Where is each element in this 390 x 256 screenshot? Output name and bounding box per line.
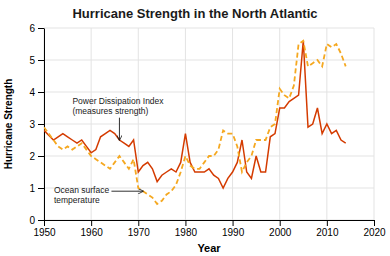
x-grid-line	[279, 28, 280, 220]
y-grid-line	[44, 60, 374, 61]
x-tick: 2010	[316, 220, 339, 238]
x-grid-line	[185, 28, 186, 220]
y-tick: 0	[29, 215, 44, 226]
x-tick-label: 1950	[33, 227, 56, 238]
annotation: Power Dissipation Index(measures strengt…	[72, 96, 164, 116]
y-tick-label: 2	[29, 151, 35, 162]
series-line	[44, 41, 346, 188]
x-tick-mark	[374, 220, 375, 226]
y-tick: 2	[29, 151, 44, 162]
y-tick: 5	[29, 55, 44, 66]
x-tick-label: 1980	[175, 227, 198, 238]
y-axis-line	[44, 29, 45, 221]
x-axis: 1950 1960 1970 1980 1990 2000 2010 2020	[33, 220, 386, 238]
y-tick-label: 3	[29, 119, 35, 130]
x-tick-mark	[185, 220, 186, 226]
grid	[44, 28, 374, 220]
x-tick-mark	[44, 220, 45, 226]
title: Hurricane Strength in the North Atlantic	[72, 6, 317, 21]
x-grid-line	[374, 28, 375, 220]
annotation-line: Power Dissipation Index	[72, 96, 164, 106]
y-tick-label: 6	[29, 23, 35, 34]
y-tick: 1	[29, 183, 44, 194]
y-tick-label: 1	[29, 183, 35, 194]
y-tick-label: 0	[29, 215, 35, 226]
lines	[44, 41, 346, 204]
x-tick-mark	[233, 220, 234, 226]
series-line	[44, 41, 346, 204]
y-axis: 0 1 2 3 4 5 6	[29, 23, 44, 226]
annotation-arrow	[119, 118, 120, 140]
annotation-line: Ocean surface	[54, 185, 110, 195]
y-tick-mark	[38, 60, 44, 61]
x-tick-label: 1990	[222, 227, 245, 238]
y-grid-line	[44, 92, 374, 93]
chart: 1950 1960 1970 1980 1990 2000 2010 2020 0 1 2 3 4 5 6 P…	[0, 0, 390, 256]
y-tick-mark	[38, 124, 44, 125]
annotations: Power Dissipation Index(measures strengt…	[54, 96, 164, 205]
x-tick: 1980	[175, 220, 198, 238]
y-tick-mark	[38, 92, 44, 93]
x-tick: 1990	[222, 220, 245, 238]
x-tick-mark	[138, 220, 139, 226]
annotation-line: (measures strength)	[72, 106, 148, 116]
x-axis-title: Year	[197, 242, 221, 254]
x-tick: 1950	[33, 220, 56, 238]
y-tick-mark	[38, 156, 44, 157]
x-tick-mark	[280, 220, 281, 226]
x-tick-label: 2000	[269, 227, 292, 238]
y-grid-line	[44, 28, 374, 29]
y-grid-line	[44, 220, 374, 221]
x-tick-mark	[91, 220, 92, 226]
y-tick: 4	[29, 87, 44, 98]
annotation-line: temperature	[54, 195, 100, 205]
x-grid-line	[232, 28, 233, 220]
x-tick: 2020	[363, 220, 386, 238]
y-tick-label: 5	[29, 55, 35, 66]
x-tick-label: 2010	[316, 227, 339, 238]
annotation-arrow	[111, 191, 143, 192]
y-tick-mark	[38, 220, 44, 221]
y-axis-title: Hurricane Strength	[3, 79, 14, 170]
y-tick-mark	[38, 28, 44, 29]
x-tick: 1970	[128, 220, 151, 238]
x-tick-label: 2020	[363, 227, 386, 238]
x-tick: 1960	[81, 220, 104, 238]
plot-area: 1950 1960 1970 1980 1990 2000 2010 2020 0 1 2 3 4 5 6 P…	[29, 23, 386, 238]
x-axis-line	[45, 220, 375, 221]
x-tick: 2000	[269, 220, 292, 238]
annotation: Ocean surfacetemperature	[54, 185, 110, 205]
x-tick-label: 1970	[128, 227, 151, 238]
y-tick-mark	[38, 188, 44, 189]
x-tick-mark	[327, 220, 328, 226]
y-grid-line	[44, 124, 374, 125]
y-tick: 3	[29, 119, 44, 130]
y-tick: 6	[29, 23, 44, 34]
x-tick-label: 1960	[81, 227, 104, 238]
y-tick-label: 4	[29, 87, 35, 98]
